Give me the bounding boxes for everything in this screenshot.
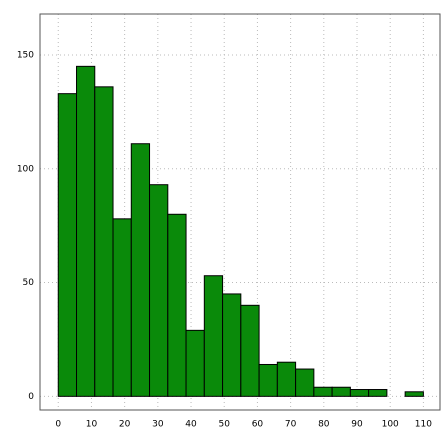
histogram-bar	[404, 391, 424, 397]
y-tick-label: 100	[17, 164, 34, 174]
histogram-bar	[240, 304, 260, 397]
histogram-bar	[76, 65, 96, 397]
histogram-bar	[368, 389, 388, 397]
y-tick-label: 50	[23, 278, 35, 288]
histogram-bar	[222, 293, 242, 397]
x-tick-label: 10	[86, 420, 98, 430]
x-tick-label: 20	[119, 420, 131, 430]
y-tick-label: 150	[17, 50, 34, 60]
y-tick-label: 0	[28, 392, 34, 402]
histogram-bar	[185, 329, 205, 397]
histogram-bar	[130, 143, 151, 397]
histogram-bar	[167, 213, 187, 397]
x-tick-label: 70	[285, 420, 297, 430]
histogram-bar	[349, 389, 370, 397]
histogram-bar	[331, 386, 351, 397]
histogram-bar	[112, 218, 132, 397]
x-tick-label: 50	[219, 420, 231, 430]
plot-frame	[39, 13, 441, 411]
x-tick-label: 60	[252, 420, 264, 430]
x-tick-label: 80	[318, 420, 330, 430]
histogram-bar	[258, 363, 278, 397]
histogram-bar	[295, 368, 315, 397]
x-tick-label: 0	[55, 420, 61, 430]
histogram-bar	[57, 93, 78, 397]
x-tick-label: 90	[351, 420, 363, 430]
x-tick-label: 40	[185, 420, 197, 430]
x-tick-label: 30	[152, 420, 164, 430]
histogram-bar	[313, 386, 333, 397]
histogram-bar	[276, 361, 297, 397]
x-tick-label: 100	[382, 420, 399, 430]
x-tick-label: 110	[415, 420, 432, 430]
histogram-bar	[94, 86, 114, 397]
histogram-bar	[203, 275, 224, 397]
histogram-bar	[149, 184, 169, 397]
